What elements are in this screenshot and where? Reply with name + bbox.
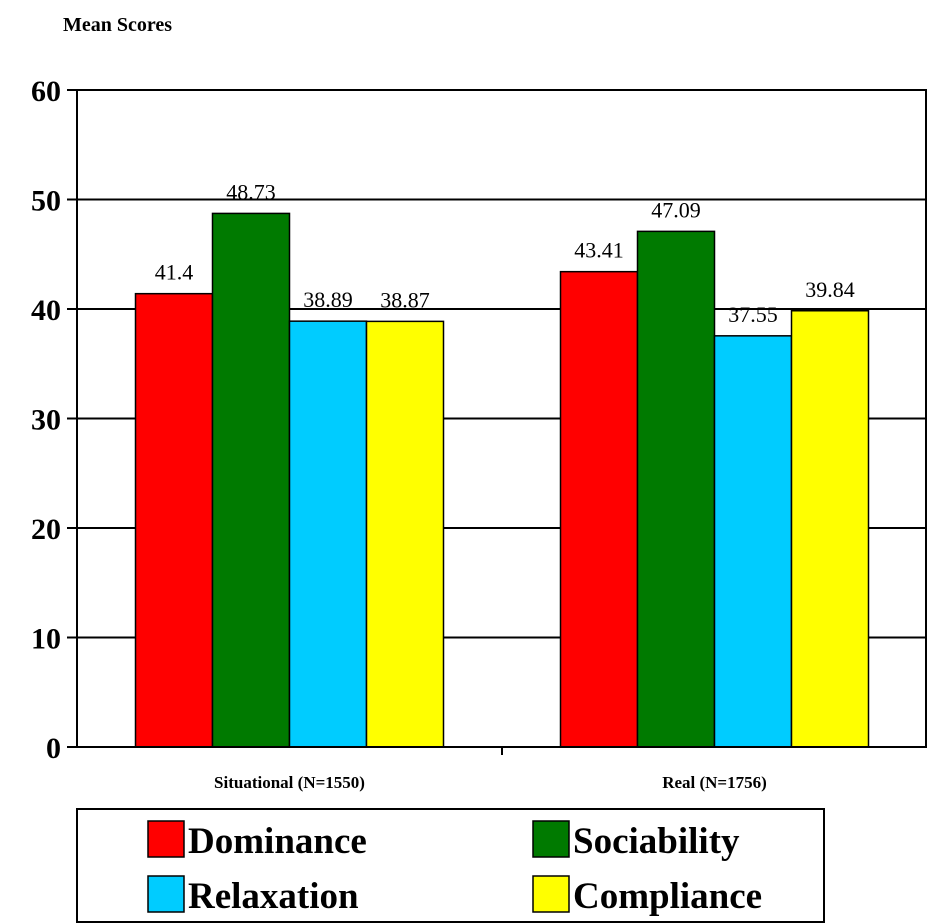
y-tick-label: 60 [31,75,61,108]
bar-relaxation [288,320,368,748]
legend-label-dominance: Dominance [188,821,367,862]
legend-box [76,808,825,923]
legend-swatch-dominance [147,820,185,858]
data-label: 38.89 [303,287,353,312]
data-label: 43.41 [574,238,624,263]
bar-dominance [559,270,639,748]
bar-relaxation [713,335,793,748]
legend: Dominance Sociability Relaxation Compliance [76,808,825,923]
data-label: 48.73 [226,179,276,204]
y-axis-title: Mean Scores [63,14,172,36]
y-tick-label: 10 [31,623,61,656]
data-label: 41.4 [155,260,194,285]
data-labels: 41.4 48.73 38.89 38.87 43.41 47.09 37.55 39.84 [155,179,855,326]
axes [67,89,927,755]
y-tick-label: 0 [46,732,61,765]
y-tick-label: 50 [31,185,61,218]
bar-sociability [636,230,716,748]
bar-compliance [790,310,870,748]
category-labels: Situational (N=1550) Real (N=1756) [214,773,767,792]
data-label: 47.09 [651,197,701,222]
legend-swatch-compliance [532,875,570,913]
data-label: 38.87 [380,287,430,312]
legend-label-relaxation: Relaxation [188,876,359,917]
y-tick-label: 30 [31,404,61,437]
y-tick-labels: 0 10 20 30 40 50 60 [31,75,61,765]
legend-swatch-relaxation [147,875,185,913]
bar-sociability [211,212,291,748]
bar-dominance [134,292,214,748]
x-category-label: Real (N=1756) [662,773,767,792]
legend-label-compliance: Compliance [573,876,762,917]
data-label: 39.84 [805,277,855,302]
legend-label-sociability: Sociability [573,821,740,862]
x-category-label: Situational (N=1550) [214,773,365,792]
bars [134,212,870,748]
y-tick-label: 40 [31,294,61,327]
legend-swatch-sociability [532,820,570,858]
data-label: 37.55 [728,302,778,327]
bar-compliance [365,320,445,748]
y-tick-label: 20 [31,513,61,546]
